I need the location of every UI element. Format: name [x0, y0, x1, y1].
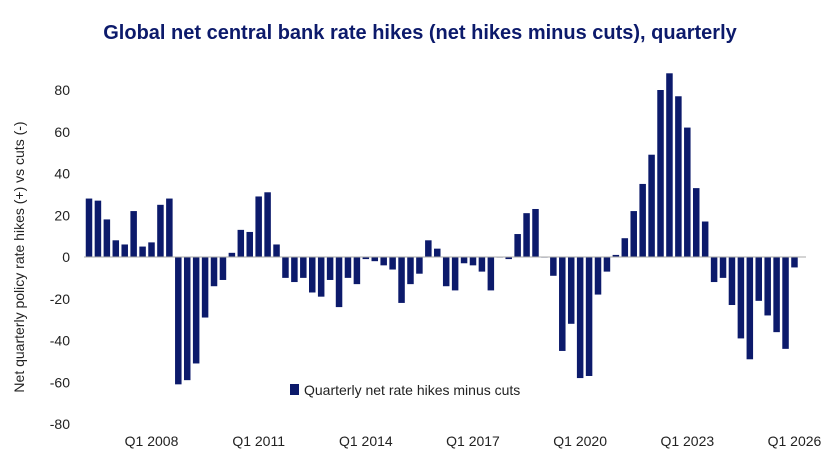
bar — [550, 257, 557, 276]
bar — [666, 73, 673, 257]
bar — [675, 96, 682, 257]
bar — [648, 154, 655, 257]
x-tick-label: Q1 2026 — [768, 433, 822, 449]
bar — [442, 257, 450, 287]
x-tick-label: Q1 2017 — [446, 433, 500, 449]
legend-label: Quarterly net rate hikes minus cuts — [304, 382, 520, 398]
bar — [425, 240, 432, 257]
bar — [219, 257, 227, 280]
bar — [460, 257, 468, 264]
bar — [371, 257, 379, 262]
bar — [130, 211, 137, 257]
y-tick-label: 40 — [54, 166, 70, 182]
bar — [791, 257, 798, 268]
bar — [282, 257, 289, 278]
bar — [398, 257, 405, 303]
bar — [746, 257, 754, 360]
y-tick-label: -80 — [50, 416, 70, 432]
bar — [273, 244, 280, 257]
bar — [237, 229, 245, 257]
bar — [85, 198, 93, 257]
bar — [657, 90, 664, 257]
bar — [594, 257, 602, 295]
x-tick-label: Q1 2020 — [553, 433, 607, 449]
x-tick-label: Q1 2011 — [232, 433, 285, 449]
bar — [300, 257, 307, 278]
y-tick-label: 60 — [54, 124, 70, 140]
bar — [317, 257, 325, 297]
x-tick-label: Q1 2008 — [125, 433, 179, 449]
legend-swatch — [290, 384, 299, 395]
bar — [469, 257, 477, 266]
bar — [684, 127, 691, 257]
bar — [228, 252, 236, 257]
x-tick-label: Q1 2023 — [660, 433, 714, 449]
bar — [487, 257, 495, 291]
bar — [505, 257, 512, 260]
bar — [576, 257, 584, 379]
y-tick-label: 80 — [54, 82, 70, 98]
chart-title: Global net central bank rate hikes (net … — [103, 22, 737, 44]
y-tick-label: -40 — [50, 333, 70, 349]
bar — [764, 257, 771, 316]
bar — [210, 257, 218, 287]
bar — [701, 221, 709, 257]
bar — [559, 257, 566, 351]
bar — [567, 257, 575, 324]
bar — [782, 257, 789, 349]
bar — [416, 257, 423, 274]
bar — [157, 204, 164, 257]
bar — [585, 257, 593, 376]
bar — [389, 257, 396, 270]
bar — [630, 211, 637, 257]
bar — [148, 242, 155, 257]
bar — [326, 257, 334, 280]
bar — [255, 196, 262, 257]
bar — [612, 254, 620, 257]
bar — [175, 257, 182, 385]
bar — [407, 257, 414, 285]
bar — [139, 246, 146, 257]
bar — [639, 183, 646, 257]
bar — [309, 257, 316, 293]
y-tick-label: -60 — [50, 374, 70, 390]
bar — [719, 257, 727, 278]
bar — [353, 257, 361, 285]
bar — [103, 219, 111, 257]
bar — [773, 257, 780, 333]
bar — [291, 257, 298, 283]
bar — [434, 248, 441, 257]
bar — [192, 257, 200, 364]
bar — [514, 234, 521, 257]
bar — [121, 244, 128, 257]
bar — [451, 257, 459, 291]
bar — [710, 257, 718, 283]
bar — [755, 257, 762, 301]
bar — [728, 257, 736, 306]
bar — [246, 231, 253, 257]
y-tick-label: 20 — [54, 207, 70, 223]
bar — [362, 257, 370, 260]
x-tick-label: Q1 2014 — [339, 433, 393, 449]
bar — [183, 257, 191, 381]
bar — [335, 257, 343, 308]
y-tick-label: 0 — [62, 249, 70, 265]
bar — [523, 213, 530, 257]
bar — [344, 257, 352, 278]
bar — [166, 198, 173, 257]
bar — [94, 200, 102, 257]
bar — [112, 240, 120, 257]
bar — [737, 257, 745, 339]
bar — [201, 257, 209, 318]
bar — [380, 257, 387, 266]
y-axis-label: Net quarterly policy rate hikes (+) vs c… — [11, 121, 27, 392]
bar — [532, 208, 539, 257]
bar — [621, 238, 629, 257]
bar — [603, 257, 611, 272]
bar — [264, 192, 271, 257]
bar — [692, 188, 700, 257]
bar — [478, 257, 486, 272]
y-tick-label: -20 — [50, 291, 70, 307]
